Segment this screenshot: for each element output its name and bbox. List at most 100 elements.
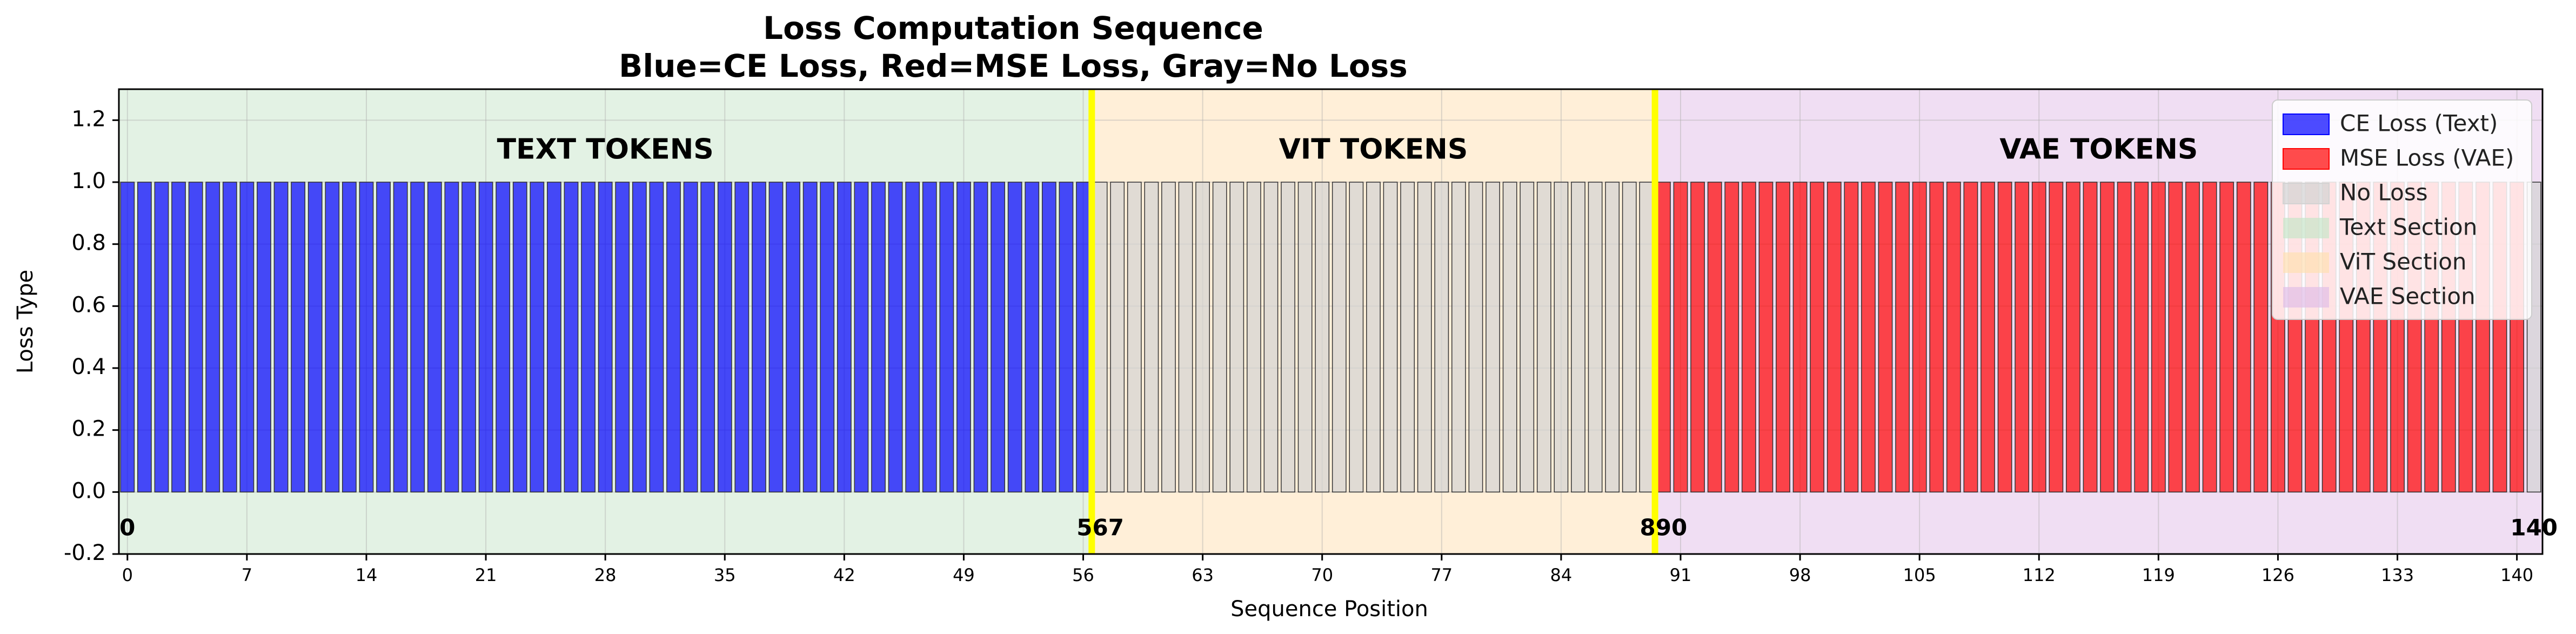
- bar-15: [377, 182, 390, 492]
- bar-123: [2220, 182, 2233, 492]
- bar-95: [1742, 182, 1756, 492]
- bar-6: [223, 182, 237, 492]
- bar-125: [2254, 182, 2267, 492]
- xtick-label-11: 77: [1430, 565, 1453, 585]
- bar-101: [1844, 182, 1858, 492]
- xtick-label-15: 105: [1903, 565, 1936, 585]
- bar-47: [923, 182, 936, 492]
- bar-111: [2015, 182, 2029, 492]
- bar-48: [940, 182, 953, 492]
- bar-110: [1998, 182, 2011, 492]
- bar-105: [1913, 182, 1926, 492]
- boundary-label-2: 890: [1640, 515, 1688, 541]
- bar-79: [1469, 182, 1482, 492]
- bar-112: [2032, 182, 2046, 492]
- bar-121: [2186, 182, 2199, 492]
- bar-76: [1418, 182, 1431, 492]
- bar-78: [1452, 182, 1466, 492]
- bar-53: [1025, 182, 1039, 492]
- bar-83: [1537, 182, 1551, 492]
- bar-16: [394, 182, 407, 492]
- bar-73: [1367, 182, 1380, 492]
- boundary-label-1: 567: [1076, 515, 1124, 541]
- bar-10: [291, 182, 305, 492]
- x-axis-label: Sequence Position: [1230, 597, 1428, 622]
- boundary-label-0: 0: [119, 515, 135, 541]
- bar-68: [1281, 182, 1295, 492]
- bar-23: [513, 182, 527, 492]
- bar-69: [1298, 182, 1312, 492]
- bar-55: [1059, 182, 1073, 492]
- bar-106: [1930, 182, 1943, 492]
- bar-12: [325, 182, 339, 492]
- xtick-label-1: 7: [242, 565, 252, 585]
- bar-52: [1008, 182, 1022, 492]
- bar-116: [2100, 182, 2114, 492]
- xtick-label-2: 14: [356, 565, 378, 585]
- legend-label-3: Text Section: [2339, 214, 2477, 241]
- bar-28: [599, 182, 612, 492]
- legend-swatch-2: [2283, 183, 2329, 204]
- ytick-label-7: 1.2: [71, 106, 106, 131]
- bar-5: [206, 182, 219, 492]
- bar-93: [1708, 182, 1722, 492]
- bar-99: [1810, 182, 1824, 492]
- bar-39: [786, 182, 800, 492]
- bar-17: [411, 182, 424, 492]
- ytick-label-4: 0.6: [71, 292, 106, 317]
- section-label-0: TEXT TOKENS: [497, 134, 714, 166]
- legend-label-4: ViT Section: [2340, 249, 2467, 275]
- bar-72: [1349, 182, 1363, 492]
- bar-38: [769, 182, 782, 492]
- ytick-label-6: 1.0: [71, 169, 106, 193]
- legend-label-1: MSE Loss (VAE): [2340, 145, 2514, 171]
- bar-96: [1759, 182, 1772, 492]
- bar-4: [189, 182, 202, 492]
- bar-70: [1315, 182, 1329, 492]
- bar-98: [1793, 182, 1806, 492]
- section-label-1: VIT TOKENS: [1279, 134, 1468, 166]
- ytick-label-2: 0.2: [71, 417, 106, 442]
- bar-7: [240, 182, 253, 492]
- bar-22: [496, 182, 510, 492]
- bar-21: [479, 182, 492, 492]
- bar-45: [888, 182, 902, 492]
- ytick-label-0: -0.2: [64, 540, 106, 565]
- bar-60: [1145, 182, 1158, 492]
- xtick-label-12: 84: [1550, 565, 1573, 585]
- bar-108: [1964, 182, 1977, 492]
- bar-40: [804, 182, 817, 492]
- bar-2: [155, 182, 168, 492]
- bar-92: [1691, 182, 1704, 492]
- bar-26: [564, 182, 578, 492]
- bar-37: [752, 182, 766, 492]
- bar-24: [530, 182, 544, 492]
- legend-swatch-4: [2283, 252, 2329, 273]
- bar-58: [1110, 182, 1124, 492]
- bar-81: [1503, 182, 1517, 492]
- bar-109: [1981, 182, 1995, 492]
- bar-86: [1588, 182, 1602, 492]
- xtick-label-8: 56: [1072, 565, 1094, 585]
- xtick-label-3: 21: [475, 565, 497, 585]
- bar-43: [854, 182, 868, 492]
- legend-label-0: CE Loss (Text): [2340, 110, 2498, 137]
- bar-89: [1640, 182, 1653, 492]
- bar-118: [2135, 182, 2148, 492]
- xtick-label-16: 112: [2023, 565, 2056, 585]
- bar-25: [547, 182, 561, 492]
- bar-34: [701, 182, 714, 492]
- x-axis: 0 7 14 21 28 35 42 49 56 63 70 77 84 91 98 105 112 119 126…: [122, 554, 2534, 585]
- bar-44: [872, 182, 885, 492]
- bar-84: [1554, 182, 1568, 492]
- bar-67: [1264, 182, 1277, 492]
- bar-107: [1947, 182, 1961, 492]
- bar-113: [2049, 182, 2063, 492]
- xtick-label-0: 0: [122, 565, 133, 585]
- bar-117: [2118, 182, 2131, 492]
- bar-20: [462, 182, 476, 492]
- bar-102: [1862, 182, 1875, 492]
- bar-56: [1076, 182, 1090, 492]
- legend-label-5: VAE Section: [2340, 283, 2475, 310]
